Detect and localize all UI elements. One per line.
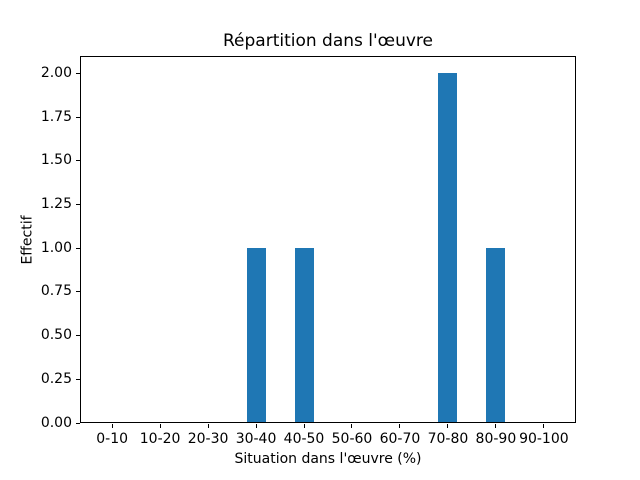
y-tick-label: 1.25 (40, 196, 72, 213)
x-tick-mark (111, 424, 113, 428)
x-tick-mark (495, 424, 497, 428)
y-tick-label: 0.00 (40, 414, 72, 431)
bar-80-90 (486, 248, 506, 422)
y-tick-mark (76, 291, 80, 293)
y-tick-mark (76, 335, 80, 337)
y-tick-mark (76, 247, 80, 249)
y-tick-mark (76, 378, 80, 380)
x-tick-label: 20-30 (187, 431, 229, 447)
y-tick-mark (76, 422, 80, 424)
y-tick-label: 1.00 (40, 239, 72, 256)
y-tick-mark (76, 72, 80, 74)
y-tick-label: 0.75 (40, 283, 72, 300)
x-tick-label: 80-90 (475, 431, 517, 447)
x-tick-label: 10-20 (139, 431, 181, 447)
x-tick-mark (207, 424, 209, 428)
x-tick-label: 30-40 (235, 431, 277, 447)
x-axis-label: Situation dans l'œuvre (%) (234, 451, 422, 467)
x-tick-mark (255, 424, 257, 428)
x-tick-label: 50-60 (331, 431, 373, 447)
x-tick-mark (543, 424, 545, 428)
x-tick-label: 40-50 (283, 431, 325, 447)
y-tick-mark (76, 204, 80, 206)
y-tick-label: 0.25 (40, 370, 72, 387)
y-tick-label: 2.00 (40, 64, 72, 81)
x-tick-label: 90-100 (519, 431, 569, 447)
x-tick-label: 0-10 (96, 431, 129, 447)
x-tick-label: 60-70 (379, 431, 421, 447)
x-tick-mark (303, 424, 305, 428)
y-tick-label: 1.50 (40, 152, 72, 169)
x-tick-mark (447, 424, 449, 428)
chart-title: Répartition dans l'œuvre (222, 31, 433, 51)
y-tick-mark (76, 160, 80, 162)
bar-70-80 (438, 73, 458, 422)
y-tick-mark (76, 116, 80, 118)
x-tick-label: 70-80 (427, 431, 469, 447)
y-tick-label: 1.75 (40, 108, 72, 125)
bar-40-50 (294, 248, 314, 422)
x-tick-mark (159, 424, 161, 428)
x-tick-mark (351, 424, 353, 428)
x-tick-mark (399, 424, 401, 428)
bar-30-40 (246, 248, 266, 422)
y-tick-label: 0.50 (40, 327, 72, 344)
